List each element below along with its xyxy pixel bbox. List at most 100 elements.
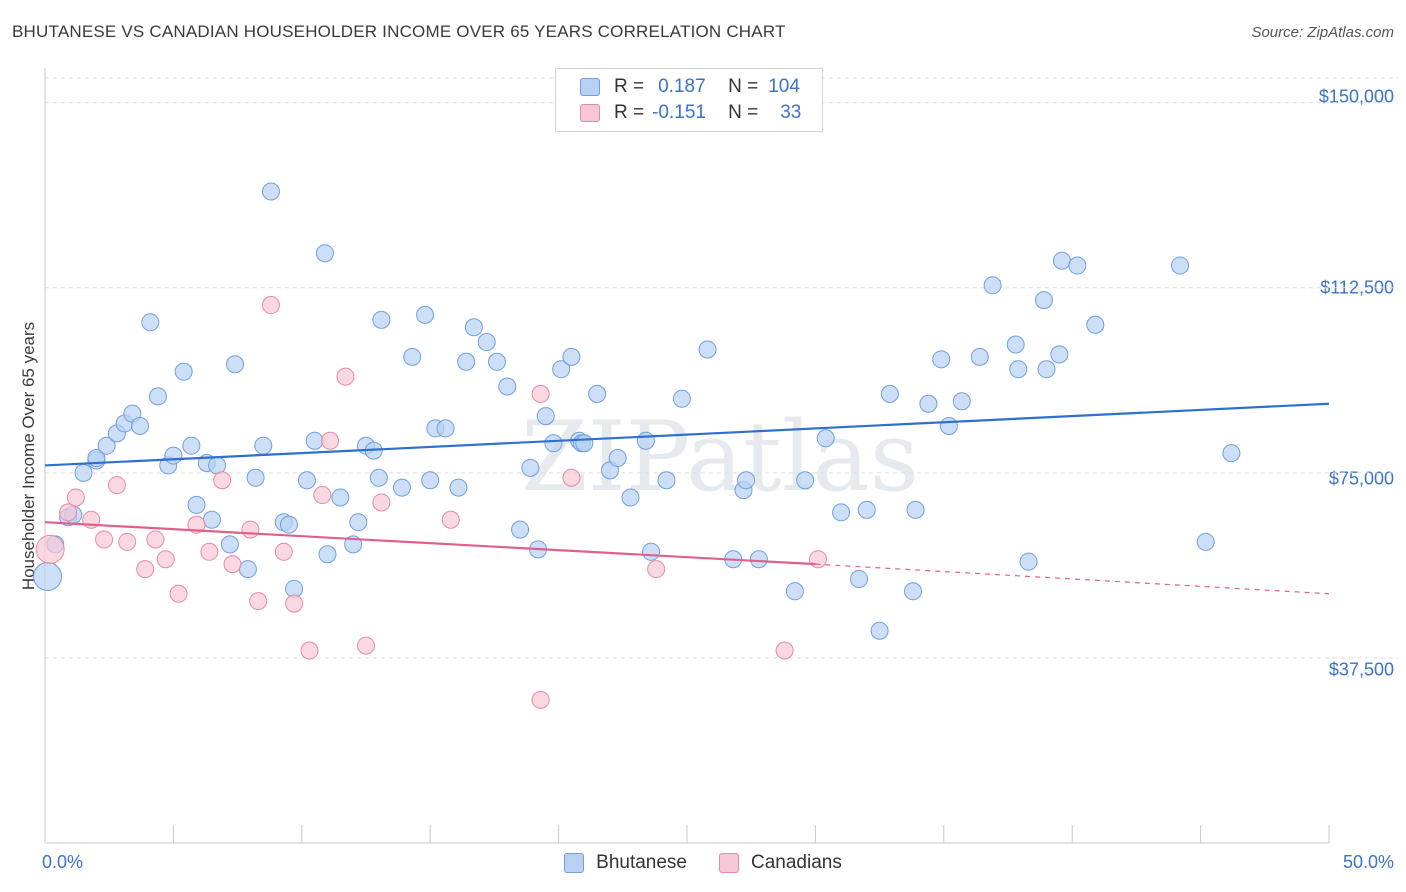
data-point-bhutanese bbox=[187, 495, 206, 514]
data-point-bhutanese bbox=[749, 550, 768, 569]
legend-row-canadians: R = -0.151 N = 33 bbox=[580, 101, 801, 125]
data-point-bhutanese bbox=[970, 347, 989, 366]
data-point-bhutanese bbox=[297, 471, 316, 490]
data-point-canadians bbox=[531, 690, 550, 709]
data-point-bhutanese bbox=[331, 488, 350, 507]
data-point-bhutanese bbox=[870, 621, 889, 640]
data-point-bhutanese bbox=[1086, 315, 1105, 334]
data-point-bhutanese bbox=[1019, 552, 1038, 571]
data-point-canadians bbox=[285, 594, 304, 613]
data-point-bhutanese bbox=[588, 384, 607, 403]
data-point-bhutanese bbox=[220, 535, 239, 554]
data-point-bhutanese bbox=[498, 377, 517, 396]
x-tick-label: 0.0% bbox=[42, 852, 84, 872]
data-point-bhutanese bbox=[174, 362, 193, 381]
data-point-bhutanese bbox=[544, 434, 563, 453]
data-point-bhutanese bbox=[737, 471, 756, 490]
data-point-bhutanese bbox=[436, 419, 455, 438]
data-point-bhutanese bbox=[238, 560, 257, 579]
data-point-bhutanese bbox=[608, 449, 627, 468]
data-point-bhutanese bbox=[202, 510, 221, 529]
data-point-canadians bbox=[213, 471, 232, 490]
data-point-canadians bbox=[156, 550, 175, 569]
data-point-bhutanese bbox=[932, 350, 951, 369]
data-point-bhutanese bbox=[536, 407, 555, 426]
data-point-bhutanese bbox=[246, 468, 265, 487]
data-point-canadians bbox=[59, 503, 78, 522]
n-label: N = bbox=[728, 102, 759, 123]
data-point-canadians bbox=[441, 510, 460, 529]
data-point-bhutanese bbox=[487, 352, 506, 371]
r-value: 0.187 bbox=[658, 76, 706, 97]
r-value: -0.151 bbox=[652, 102, 706, 123]
data-point-bhutanese bbox=[1037, 360, 1056, 379]
r-label: R = bbox=[614, 76, 645, 97]
data-point-canadians bbox=[274, 542, 293, 561]
correlation-legend: R = 0.187 N = 104 R = -0.151 N = 33 bbox=[555, 68, 823, 132]
data-point-bhutanese bbox=[182, 436, 201, 455]
data-point-bhutanese bbox=[1196, 532, 1215, 551]
data-point-canadians bbox=[95, 530, 114, 549]
data-point-bhutanese bbox=[33, 561, 63, 591]
data-point-bhutanese bbox=[552, 360, 571, 379]
data-point-canadians bbox=[146, 530, 165, 549]
data-point-canadians bbox=[562, 468, 581, 487]
data-point-canadians bbox=[118, 532, 137, 551]
data-point-bhutanese bbox=[318, 545, 337, 564]
data-point-canadians bbox=[647, 560, 666, 579]
data-point-bhutanese bbox=[621, 488, 640, 507]
data-point-bhutanese bbox=[226, 355, 245, 374]
data-point-bhutanese bbox=[1222, 444, 1241, 463]
data-point-bhutanese bbox=[1171, 256, 1190, 275]
data-point-bhutanese bbox=[164, 446, 183, 465]
n-value: 104 bbox=[768, 76, 800, 97]
series-legend: Bhutanese Canadians bbox=[0, 852, 1406, 874]
data-point-bhutanese bbox=[575, 434, 594, 453]
y-tick-label: $37,500 bbox=[1328, 659, 1394, 680]
data-point-bhutanese bbox=[785, 582, 804, 601]
data-point-canadians bbox=[187, 515, 206, 534]
data-point-canadians bbox=[136, 560, 155, 579]
data-point-bhutanese bbox=[477, 333, 496, 352]
r-label: R = bbox=[614, 102, 645, 123]
legend-label: Canadians bbox=[751, 852, 842, 873]
data-point-canadians bbox=[372, 493, 391, 512]
data-point-bhutanese bbox=[1050, 345, 1069, 364]
data-point-bhutanese bbox=[254, 436, 273, 455]
data-point-bhutanese bbox=[903, 582, 922, 601]
data-point-bhutanese bbox=[816, 429, 835, 448]
data-point-bhutanese bbox=[906, 500, 925, 519]
data-point-bhutanese bbox=[457, 352, 476, 371]
legend-item-bhutanese[interactable]: Bhutanese bbox=[564, 852, 687, 874]
data-point-canadians bbox=[200, 542, 219, 561]
data-point-bhutanese bbox=[97, 436, 116, 455]
data-point-canadians bbox=[336, 367, 355, 386]
data-point-bhutanese bbox=[1009, 360, 1028, 379]
data-point-canadians bbox=[321, 431, 340, 450]
legend-item-canadians[interactable]: Canadians bbox=[719, 852, 842, 874]
data-point-canadians bbox=[775, 641, 794, 660]
trend-line-extension-canadians bbox=[815, 563, 1330, 595]
n-value: 33 bbox=[780, 102, 802, 123]
data-point-canadians bbox=[35, 534, 65, 564]
data-point-canadians bbox=[808, 550, 827, 569]
trend-line-bhutanese bbox=[44, 402, 1330, 467]
chart-title: BHUTANESE VS CANADIAN HOUSEHOLDER INCOME… bbox=[12, 22, 786, 41]
data-point-bhutanese bbox=[983, 276, 1002, 295]
data-point-bhutanese bbox=[672, 389, 691, 408]
data-point-bhutanese bbox=[642, 542, 661, 561]
data-point-canadians bbox=[241, 520, 260, 539]
data-point-canadians bbox=[300, 641, 319, 660]
data-point-bhutanese bbox=[261, 182, 280, 201]
data-point-bhutanese bbox=[952, 392, 971, 411]
data-point-bhutanese bbox=[919, 394, 938, 413]
legend-swatch bbox=[580, 78, 600, 96]
data-point-bhutanese bbox=[562, 347, 581, 366]
data-point-canadians bbox=[66, 488, 85, 507]
data-point-bhutanese bbox=[131, 416, 150, 435]
legend-row-bhutanese: R = 0.187 N = 104 bbox=[580, 75, 800, 99]
data-point-bhutanese bbox=[403, 347, 422, 366]
x-tick-label: 50.0% bbox=[1342, 852, 1394, 872]
y-tick-label: $150,000 bbox=[1318, 86, 1394, 107]
